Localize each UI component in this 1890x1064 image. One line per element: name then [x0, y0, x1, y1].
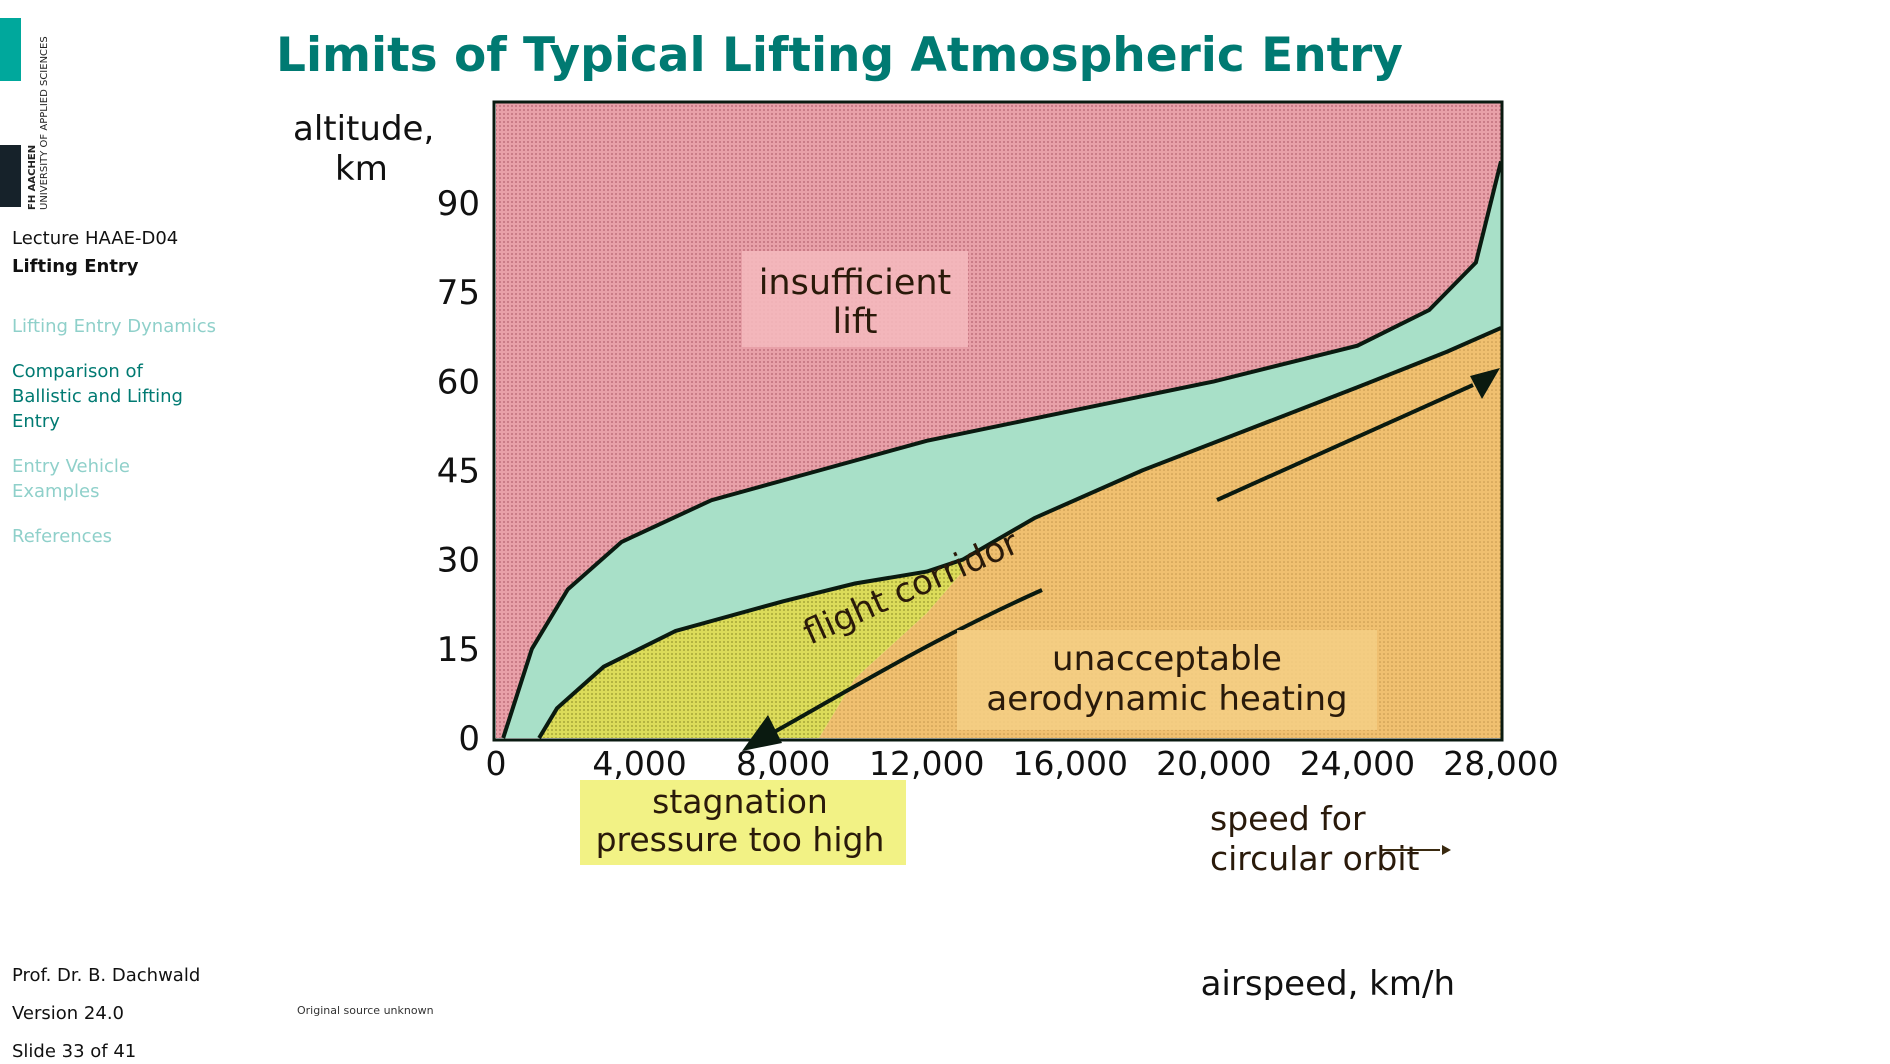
nav-item-lifting-entry-dynamics[interactable]: Lifting Entry Dynamics: [12, 316, 217, 337]
y-tick-label: 60: [437, 362, 480, 402]
x-tick-label: 16,000: [1013, 744, 1128, 783]
section-nav: Lifting Entry Dynamics Comparison of Bal…: [12, 314, 252, 569]
insufficient-lift-label-1: insufficient: [759, 263, 952, 303]
stagnation-label-2: pressure too high: [596, 820, 885, 859]
y-tick-label: 30: [437, 541, 480, 581]
lower-boundary-line: [537, 326, 1502, 740]
region-stagnation-pressure: [539, 559, 963, 738]
x-axis-ticks: 0 4,000 8,000 12,000 16,000 20,000 24,000 28,00…: [486, 744, 1559, 783]
orbit-arrow-head: [1442, 845, 1451, 855]
x-tick-label: 24,000: [1300, 744, 1415, 783]
orbit-label-2: circular orbit: [1210, 839, 1420, 878]
x-tick-label: 8,000: [736, 744, 830, 783]
y-axis-title-2: km: [335, 149, 388, 189]
ascent-arrow-head: [1470, 368, 1500, 399]
logo-bar-dark: [0, 145, 21, 207]
x-tick-label: 20,000: [1156, 744, 1271, 783]
lecture-id: Lecture HAAE-D04: [12, 228, 179, 249]
heating-box: [957, 630, 1377, 730]
region-flight-corridor: [503, 161, 1501, 738]
y-tick-label: 15: [437, 630, 480, 670]
x-axis-title: airspeed, km/h: [1201, 964, 1455, 1000]
orbit-label-1: speed for: [1210, 799, 1366, 838]
version: Version 24.0: [12, 1003, 124, 1024]
logo-text: FH AACHEN UNIVERSITY OF APPLIED SCIENCES: [27, 15, 51, 210]
y-axis-title-1: altitude,: [293, 109, 434, 149]
nav-item-entry-vehicle-examples[interactable]: Entry Vehicle Examples: [12, 456, 130, 502]
nav-item-comparison[interactable]: Comparison of Ballistic and Lifting Entr…: [12, 361, 183, 432]
entry-corridor-chart: insufficient lift flight corridor unacce…: [293, 100, 1559, 1000]
logo-bar-teal: [0, 18, 21, 81]
logo-line-1: FH AACHEN: [27, 144, 38, 210]
y-tick-label: 90: [437, 184, 480, 224]
descent-arrow-shaft: [759, 588, 1043, 742]
upper-boundary-line: [501, 160, 1503, 739]
x-tick-label: 12,000: [869, 744, 984, 783]
y-axis-ticks: 0 15 30 45 60 75 90: [437, 184, 480, 759]
slide-number: Slide 33 of 41: [12, 1041, 137, 1062]
y-tick-label: 75: [437, 273, 480, 313]
author: Prof. Dr. B. Dachwald: [12, 965, 201, 986]
logo-line-2: UNIVERSITY OF APPLIED SCIENCES: [39, 36, 50, 210]
stagnation-label-1: stagnation: [652, 782, 828, 821]
source-note: Original source unknown: [297, 1004, 434, 1017]
x-tick-label: 4,000: [592, 744, 686, 783]
x-tick-label: 28,000: [1443, 744, 1558, 783]
y-tick-label: 0: [458, 719, 480, 759]
page-title: Limits of Typical Lifting Atmospheric En…: [276, 28, 1403, 83]
plot-frame: [492, 100, 1504, 742]
stagnation-box: [580, 780, 906, 865]
lecture-title: Lifting Entry: [12, 256, 139, 277]
insufficient-lift-label-2: lift: [833, 302, 878, 342]
y-tick-label: 45: [437, 452, 480, 492]
insufficient-lift-box: [742, 251, 968, 347]
heating-label-2: aerodynamic heating: [986, 679, 1347, 719]
descent-arrow-head: [742, 715, 782, 751]
heating-label-1: unacceptable: [1052, 639, 1282, 679]
ascent-arrow-shaft: [1216, 383, 1474, 502]
nav-item-references[interactable]: References: [12, 526, 113, 547]
x-tick-label: 0: [486, 744, 507, 783]
